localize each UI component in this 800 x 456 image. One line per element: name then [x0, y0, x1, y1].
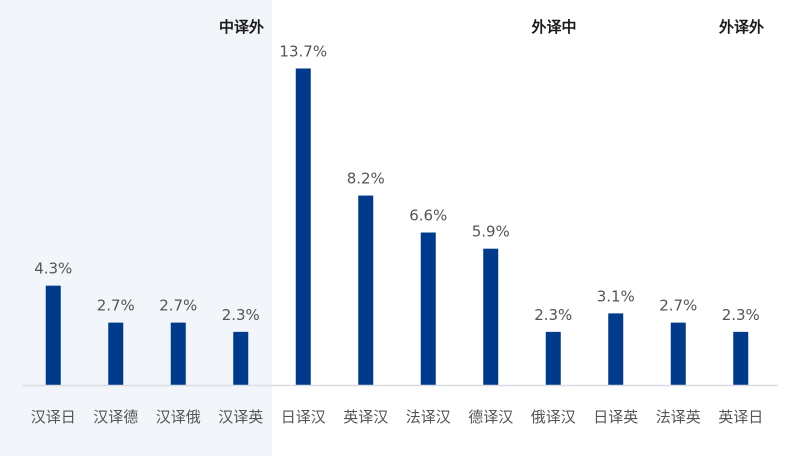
value-label-8: 2.3% — [534, 306, 572, 324]
category-label-2: 汉译俄 — [156, 408, 201, 426]
bar-11 — [733, 331, 749, 385]
group-labels: 中译外 外译中 外译外 — [219, 18, 764, 36]
bar-0 — [45, 285, 61, 385]
category-labels: 汉译日 汉译德 汉译俄 汉译英 日译汉 英译汉 法译汉 德译汉 俄译汉 日译英 法译英 英译日 — [31, 408, 764, 426]
value-label-1: 2.7% — [97, 297, 135, 315]
bar-3 — [233, 331, 249, 385]
group-label-1: 外译中 — [530, 18, 576, 36]
category-label-6: 法译汉 — [406, 408, 451, 426]
value-label-4: 13.7% — [279, 42, 327, 60]
value-label-6: 6.6% — [409, 207, 447, 225]
value-label-0: 4.3% — [34, 260, 72, 278]
bar-10 — [670, 322, 686, 385]
category-label-5: 英译汉 — [343, 408, 388, 426]
group-label-0: 中译外 — [219, 18, 264, 36]
category-label-1: 汉译德 — [93, 408, 138, 426]
bar-2 — [170, 322, 186, 385]
value-labels: 4.3% 2.7% 2.7% 2.3% 13.7% 8.2% 6.6% 5.9% 2.3% 3.1… — [34, 42, 760, 323]
group-label-2: 外译外 — [718, 18, 764, 36]
bar-8 — [545, 331, 561, 385]
value-label-10: 2.7% — [659, 297, 697, 315]
bar-1 — [108, 322, 124, 385]
category-label-10: 法译英 — [656, 408, 701, 426]
bars — [45, 68, 749, 385]
category-label-7: 德译汉 — [468, 408, 513, 426]
category-label-0: 汉译日 — [31, 408, 76, 426]
bar-5 — [358, 195, 374, 385]
bar-7 — [483, 248, 499, 385]
bar-9 — [608, 313, 624, 385]
category-label-3: 汉译英 — [218, 408, 263, 426]
category-label-8: 俄译汉 — [531, 408, 576, 426]
highlight-band-zh-to-foreign — [0, 0, 272, 456]
bar-6 — [420, 232, 436, 385]
value-label-9: 3.1% — [597, 287, 635, 305]
category-label-11: 英译日 — [718, 408, 763, 426]
bar-4 — [295, 68, 311, 385]
value-label-11: 2.3% — [722, 306, 760, 324]
value-label-2: 2.7% — [159, 297, 197, 315]
category-label-9: 日译英 — [593, 408, 638, 426]
value-label-5: 8.2% — [347, 170, 385, 188]
category-label-4: 日译汉 — [281, 408, 326, 426]
value-label-3: 2.3% — [222, 306, 260, 324]
value-label-7: 5.9% — [472, 223, 510, 241]
